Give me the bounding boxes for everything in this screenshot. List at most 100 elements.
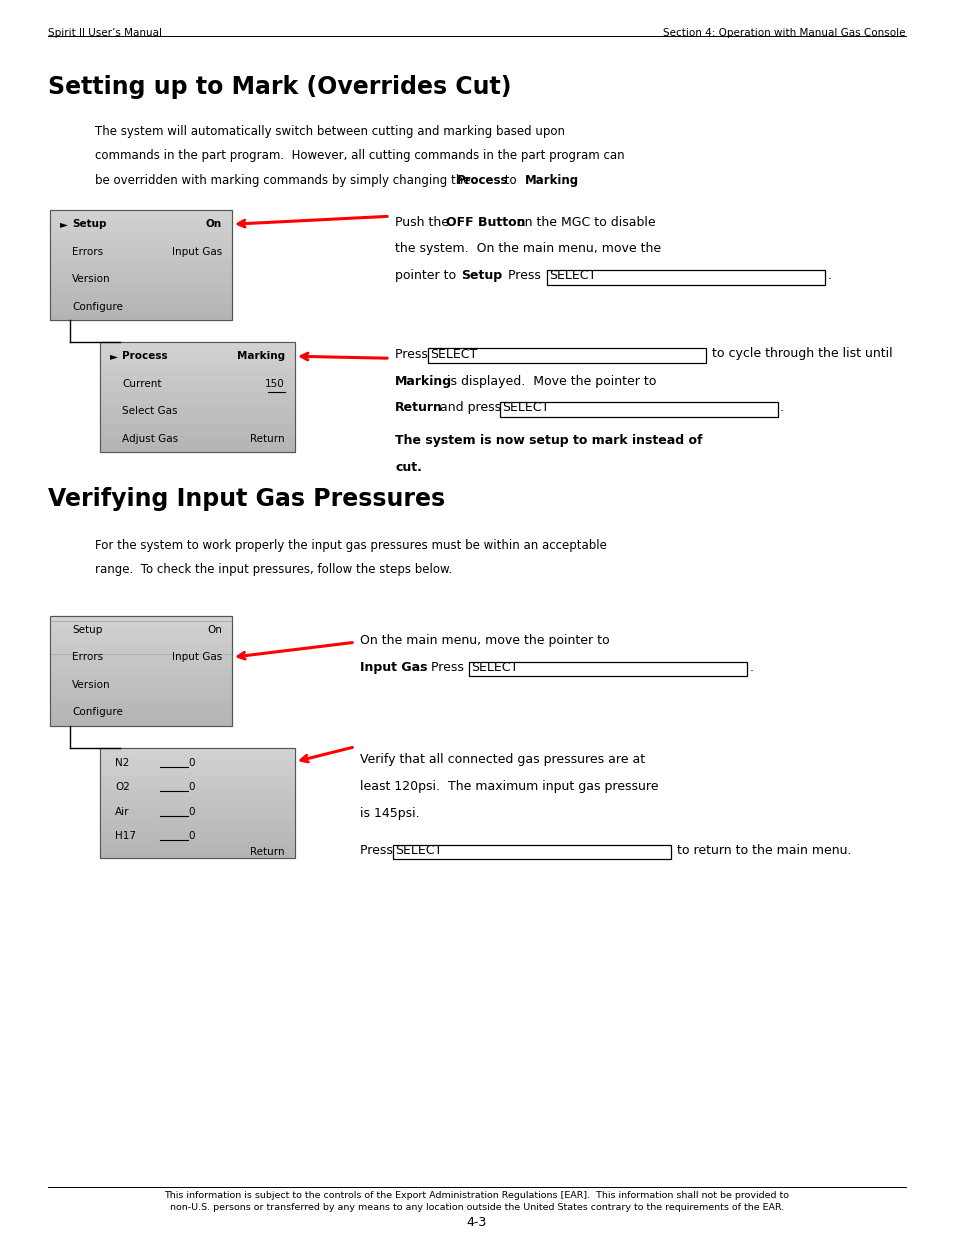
Bar [50,210,232,216]
Bar [100,852,294,858]
Bar [100,353,294,359]
Text: SELECT: SELECT [501,401,549,415]
Bar [100,342,294,452]
Bar [50,616,232,726]
Bar [50,310,232,315]
Text: Setup: Setup [71,625,102,635]
Bar [50,720,232,726]
Bar [50,638,232,643]
Text: Process: Process [122,351,168,362]
Bar [100,382,294,387]
Bar [50,299,232,304]
Text: Push the: Push the [395,215,453,228]
Bar [100,781,294,787]
Bar [100,441,294,447]
Bar [50,682,232,688]
Bar [50,254,232,261]
Text: Input Gas: Input Gas [359,661,427,674]
Text: range.  To check the input pressures, follow the steps below.: range. To check the input pressures, fol… [95,563,452,577]
Bar [100,348,294,353]
Text: Version: Version [71,274,111,284]
Text: 0: 0 [188,831,194,841]
Bar [100,425,294,431]
Bar [100,391,294,398]
Bar [50,216,232,221]
Text: Select Gas: Select Gas [122,406,177,416]
Bar [100,764,294,769]
Bar [50,616,232,726]
Text: The system is now setup to mark instead of: The system is now setup to mark instead … [395,433,701,447]
Bar [50,655,232,659]
Bar [100,753,294,760]
Bar [50,650,232,655]
Text: On: On [206,220,222,230]
Text: ►: ► [110,351,118,362]
Text: on the MGC to disable: on the MGC to disable [513,215,655,228]
Bar [100,820,294,825]
Bar [100,403,294,409]
Bar [100,836,294,841]
Text: Errors: Errors [71,652,103,662]
Bar [50,693,232,699]
Text: .: . [826,269,830,283]
Text: 0: 0 [188,806,194,816]
Text: cut.: cut. [395,461,421,473]
Text: Verify that all connected gas pressures are at: Verify that all connected gas pressures … [359,753,644,766]
Bar [50,621,232,627]
Text: to: to [500,174,519,186]
Text: Adjust Gas: Adjust Gas [122,433,178,443]
Bar [469,662,746,676]
Bar [100,748,294,858]
Bar [50,243,232,249]
Bar [100,748,294,753]
Bar [100,841,294,847]
Bar [50,704,232,709]
Text: Marking: Marking [395,374,452,388]
Text: 4-3: 4-3 [466,1216,487,1229]
Text: SELECT: SELECT [395,844,442,857]
Bar [50,699,232,704]
Bar [100,748,294,858]
Text: least 120psi.  The maximum input gas pressure: least 120psi. The maximum input gas pres… [359,781,658,793]
Text: .  Press: . Press [418,661,467,674]
Bar [100,847,294,852]
Bar [100,414,294,420]
Bar [50,315,232,321]
Text: Input Gas: Input Gas [172,652,222,662]
Bar [50,666,232,671]
Text: Setup: Setup [71,220,107,230]
Text: Setup: Setup [461,269,502,283]
Bar [50,709,232,715]
Bar [50,632,232,638]
Bar [50,671,232,677]
Bar [50,643,232,650]
Bar [100,792,294,798]
Text: Spirit II User’s Manual: Spirit II User’s Manual [48,28,162,38]
Bar [100,809,294,814]
Bar [50,221,232,227]
Bar [100,814,294,820]
Bar [100,769,294,776]
Text: 150: 150 [265,379,285,389]
Text: ►: ► [60,220,68,230]
Bar [50,616,232,621]
Text: Current: Current [122,379,161,389]
Text: Version: Version [71,679,111,690]
Bar [100,370,294,375]
Bar [50,266,232,270]
Text: be overridden with marking commands by simply changing the: be overridden with marking commands by s… [95,174,474,186]
Bar [100,420,294,425]
Text: Section 4: Operation with Manual Gas Console: Section 4: Operation with Manual Gas Con… [662,28,905,38]
Text: Verifying Input Gas Pressures: Verifying Input Gas Pressures [48,487,445,511]
Bar [50,659,232,666]
Bar [50,304,232,310]
Bar [100,364,294,370]
Bar [100,409,294,414]
Bar [50,227,232,232]
Bar [546,270,824,284]
Text: Process: Process [456,174,508,186]
Bar [50,688,232,693]
Text: .: . [573,174,577,186]
Text: Return: Return [395,401,442,415]
Bar [50,210,232,321]
